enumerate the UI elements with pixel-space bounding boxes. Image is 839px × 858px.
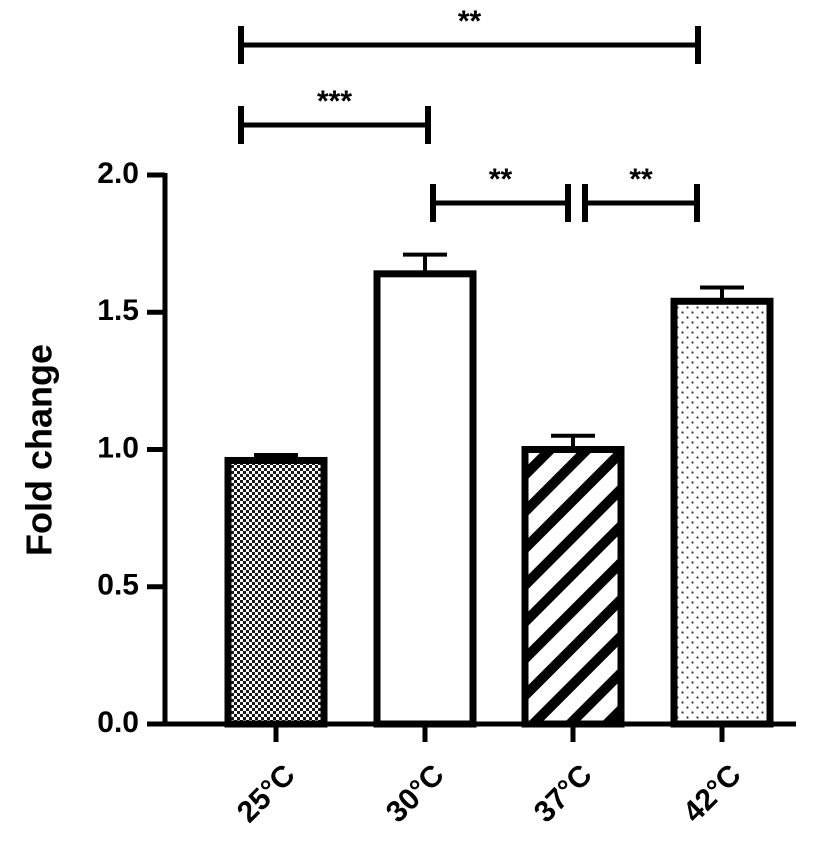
x-tick-label: 37°C bbox=[528, 758, 599, 829]
bar bbox=[521, 446, 625, 728]
significance-label: ** bbox=[458, 5, 482, 38]
significance-label: *** bbox=[317, 85, 352, 118]
significance-label: ** bbox=[489, 163, 513, 196]
significance-label: ** bbox=[629, 163, 653, 196]
bar bbox=[224, 456, 328, 728]
y-tick-label: 0.0 bbox=[97, 706, 139, 739]
x-tick-label: 25°C bbox=[231, 758, 302, 829]
y-axis-title: Fold change bbox=[19, 344, 60, 556]
y-tick-label: 0.5 bbox=[97, 569, 139, 602]
y-tick-label: 2.0 bbox=[97, 157, 139, 190]
x-tick-label: 30°C bbox=[380, 758, 451, 829]
y-tick-label: 1.0 bbox=[97, 431, 139, 464]
y-tick-label: 1.5 bbox=[97, 294, 139, 327]
x-tick-label: 42°C bbox=[677, 758, 748, 829]
bar bbox=[670, 297, 774, 728]
bar bbox=[373, 270, 477, 728]
